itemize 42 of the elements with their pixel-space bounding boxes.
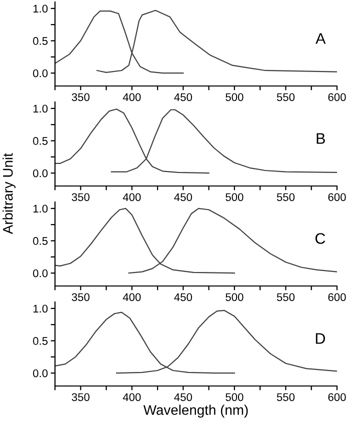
- x-axis-title: Wavelength (nm): [143, 404, 248, 418]
- x-tick-label: 600: [328, 393, 346, 402]
- annotation: C: [315, 233, 326, 244]
- annotation: A: [316, 33, 326, 44]
- x-tick-label: 350: [72, 293, 90, 302]
- x-tick-label: 450: [174, 293, 192, 302]
- x-tick-label: 450: [174, 93, 192, 102]
- x-tick-label: 500: [226, 293, 244, 302]
- x-tick-label: 400: [122, 293, 141, 302]
- x-tick-label: 550: [276, 193, 295, 202]
- x-tick-label: 550: [276, 393, 295, 402]
- x-tick-label: 550: [276, 93, 295, 102]
- y-tick-label: 0.5: [33, 37, 48, 45]
- x-tick-label: 500: [226, 93, 244, 102]
- y-tick-label: 0.0: [33, 269, 48, 278]
- x-tick-label: 400: [122, 193, 141, 202]
- annotation: B: [316, 133, 325, 144]
- annotation: D: [316, 333, 325, 344]
- y-tick-label: 0.0: [33, 169, 48, 178]
- x-tick-label: 450: [174, 193, 192, 202]
- y-tick-label: 1.0: [33, 204, 48, 213]
- x-tick-label: 350: [72, 93, 90, 102]
- y-tick-label: 1.0: [33, 304, 48, 313]
- y-tick-label: 0.5: [33, 237, 48, 245]
- x-tick-label: 350: [72, 193, 90, 202]
- y-tick-label: 1.0: [33, 4, 48, 13]
- y-tick-label: 0.5: [33, 337, 48, 345]
- x-tick-label: 400: [122, 393, 141, 402]
- x-tick-label: 600: [328, 293, 346, 302]
- y-tick-label: 0.5: [33, 137, 48, 145]
- x-tick-label: 550: [276, 293, 295, 302]
- x-tick-label: 500: [226, 393, 244, 402]
- y-axis-title: Arbitrary Unit: [2, 153, 16, 234]
- x-tick-label: 600: [328, 93, 346, 102]
- y-tick-label: 0.0: [33, 69, 48, 78]
- y-tick-label: 1.0: [33, 104, 48, 113]
- x-tick-label: 600: [328, 193, 346, 202]
- y-tick-label: 0.0: [33, 369, 48, 378]
- x-tick-label: 500: [226, 193, 244, 202]
- x-tick-label: 400: [122, 93, 141, 102]
- x-tick-label: 350: [72, 393, 90, 402]
- x-tick-label: 450: [174, 393, 192, 402]
